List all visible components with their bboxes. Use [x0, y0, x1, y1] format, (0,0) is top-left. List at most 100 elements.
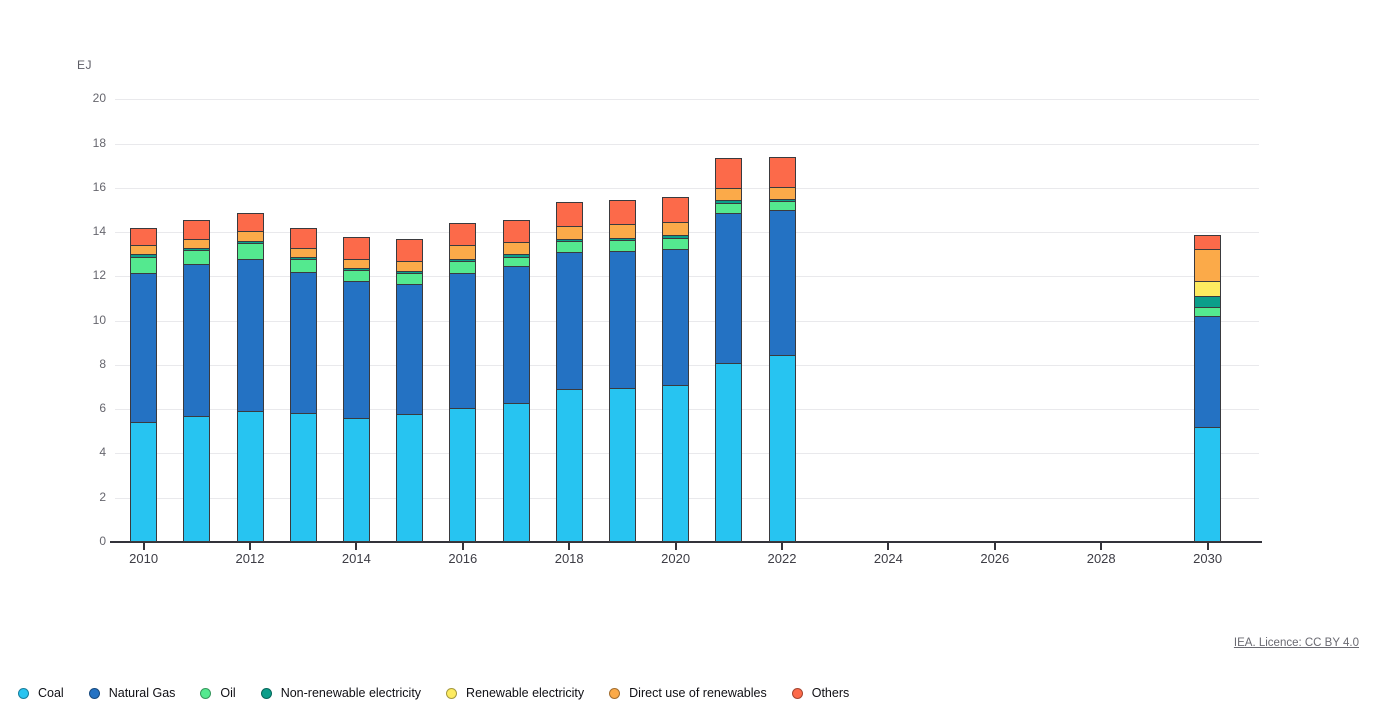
bar-2022-natural-gas[interactable]	[768, 210, 796, 356]
bar-2020-natural-gas[interactable]	[662, 248, 690, 386]
bar-2016-natural-gas[interactable]	[449, 273, 477, 410]
bar-2015-direct-use-of-renewables[interactable]	[396, 260, 424, 272]
bar-2011-others[interactable]	[183, 220, 211, 240]
bar-2021-coal[interactable]	[715, 362, 743, 542]
bar-2019-oil[interactable]	[608, 239, 636, 252]
bar-2010-coal[interactable]	[130, 422, 158, 542]
bar-2030-direct-use-of-renewables[interactable]	[1194, 248, 1222, 282]
bar-2012-direct-use-of-renewables[interactable]	[236, 231, 264, 243]
bar-2021-others[interactable]	[715, 158, 743, 189]
bar-2017-natural-gas[interactable]	[502, 266, 530, 404]
legend-item-direct-use-of-renewables[interactable]: Direct use of renewables	[609, 686, 767, 700]
bar-2015-natural-gas[interactable]	[396, 284, 424, 415]
bar-2019-others[interactable]	[608, 200, 636, 226]
gridline-16	[115, 187, 1259, 189]
bar-2017-direct-use-of-renewables[interactable]	[502, 242, 530, 256]
bar-2017-others[interactable]	[502, 220, 530, 244]
bar-2030-coal[interactable]	[1194, 426, 1222, 542]
bar-2017-coal[interactable]	[502, 402, 530, 542]
legend-item-natural-gas[interactable]: Natural Gas	[88, 686, 175, 700]
bar-2030-renewable-electricity[interactable]	[1194, 280, 1222, 298]
bar-2022-oil[interactable]	[768, 201, 796, 212]
y-axis-unit-label: EJ	[77, 58, 93, 72]
legend-item-oil[interactable]: Oil	[200, 686, 236, 700]
legend-item-non-renewable-electricity[interactable]: Non-renewable electricity	[260, 686, 421, 700]
legend-label-direct-use-of-renewables: Direct use of renewables	[629, 686, 767, 700]
legend-swatch-direct-use-of-renewables-icon	[609, 687, 621, 699]
bar-2022-direct-use-of-renewables[interactable]	[768, 186, 796, 200]
legend-label-others: Others	[811, 686, 850, 700]
bar-2011-direct-use-of-renewables[interactable]	[183, 238, 211, 249]
x-axis-tick-2014	[355, 543, 358, 550]
license-link[interactable]: IEA. Licence: CC BY 4.0	[1233, 637, 1359, 649]
bar-2020-others[interactable]	[662, 196, 690, 224]
bar-2022-others[interactable]	[768, 156, 796, 188]
x-axis-tick-2030	[1206, 543, 1209, 550]
gridline-20	[115, 99, 1259, 101]
bar-2018-coal[interactable]	[555, 389, 583, 542]
bar-2014-oil[interactable]	[342, 269, 370, 282]
bar-2011-coal[interactable]	[183, 415, 211, 542]
bar-2012-others[interactable]	[236, 213, 264, 233]
bar-2030-others[interactable]	[1194, 235, 1222, 250]
bar-2010-direct-use-of-renewables[interactable]	[130, 245, 158, 256]
y-tick-label-18: 18	[92, 135, 106, 150]
bar-2012-oil[interactable]	[236, 243, 264, 260]
bar-2016-coal[interactable]	[449, 408, 477, 542]
bar-2010-natural-gas[interactable]	[130, 273, 158, 424]
legend-item-renewable-electricity[interactable]: Renewable electricity	[446, 686, 584, 700]
bar-2013-natural-gas[interactable]	[289, 272, 317, 414]
bar-2011-oil[interactable]	[183, 249, 211, 266]
bar-2015-oil[interactable]	[396, 273, 424, 286]
x-tick-label-2024: 2024	[873, 551, 903, 566]
y-tick-label-4: 4	[99, 445, 106, 460]
bar-2016-oil[interactable]	[449, 260, 477, 275]
x-axis-tick-2028	[1100, 543, 1103, 550]
x-axis-tick-2012	[249, 543, 251, 550]
bar-2015-others[interactable]	[396, 238, 424, 262]
bar-2014-direct-use-of-renewables[interactable]	[342, 258, 370, 269]
bar-2018-direct-use-of-renewables[interactable]	[555, 225, 583, 240]
bar-2016-others[interactable]	[449, 223, 477, 247]
bar-2030-oil[interactable]	[1194, 307, 1222, 318]
bar-2012-natural-gas[interactable]	[236, 258, 264, 413]
bar-2018-others[interactable]	[555, 202, 583, 227]
legend-item-others[interactable]: Others	[791, 686, 850, 700]
bar-2022-coal[interactable]	[768, 355, 796, 542]
x-tick-label-2026: 2026	[980, 551, 1010, 566]
bar-2021-natural-gas[interactable]	[715, 213, 743, 364]
bar-2020-coal[interactable]	[662, 384, 690, 542]
bar-2013-oil[interactable]	[289, 258, 317, 273]
bar-2013-coal[interactable]	[289, 412, 317, 542]
y-tick-label-14: 14	[92, 224, 106, 239]
legend-item-coal[interactable]: Coal	[18, 686, 64, 700]
bar-2015-coal[interactable]	[396, 413, 424, 542]
bar-2010-oil[interactable]	[130, 256, 158, 275]
x-tick-label-2030: 2030	[1193, 551, 1223, 566]
bar-2020-oil[interactable]	[662, 237, 690, 250]
bar-2018-natural-gas[interactable]	[555, 252, 583, 391]
bar-2017-oil[interactable]	[502, 256, 530, 268]
bar-2016-direct-use-of-renewables[interactable]	[449, 245, 477, 260]
bar-2021-oil[interactable]	[715, 203, 743, 215]
bar-2030-natural-gas[interactable]	[1194, 316, 1222, 428]
bar-2014-coal[interactable]	[342, 418, 370, 542]
bar-2030-non-renewable-electricity[interactable]	[1194, 296, 1222, 309]
y-tick-label-12: 12	[92, 268, 106, 283]
bar-2020-direct-use-of-renewables[interactable]	[662, 222, 690, 237]
bar-2014-natural-gas[interactable]	[342, 280, 370, 420]
bar-2019-natural-gas[interactable]	[608, 250, 636, 390]
bar-2010-others[interactable]	[130, 227, 158, 247]
bar-2019-direct-use-of-renewables[interactable]	[608, 224, 636, 239]
bar-2019-coal[interactable]	[608, 388, 636, 542]
bar-2013-direct-use-of-renewables[interactable]	[289, 247, 317, 258]
bar-2013-others[interactable]	[289, 227, 317, 249]
bar-2011-natural-gas[interactable]	[183, 264, 211, 417]
x-tick-label-2010: 2010	[129, 551, 159, 566]
bar-2021-direct-use-of-renewables[interactable]	[715, 187, 743, 202]
bar-2012-coal[interactable]	[236, 411, 264, 542]
legend: Coal Natural Gas Oil Non-renewable electric…	[18, 686, 849, 700]
bar-2018-oil[interactable]	[555, 241, 583, 254]
legend-label-oil: Oil	[220, 686, 236, 700]
bar-2014-others[interactable]	[342, 236, 370, 260]
